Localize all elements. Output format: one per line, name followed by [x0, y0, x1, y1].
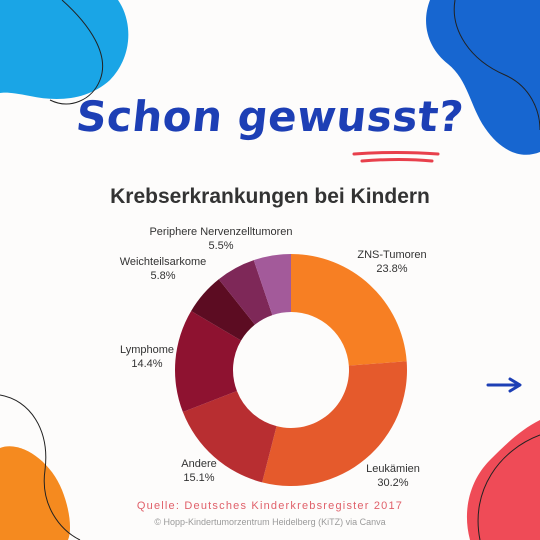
- slice-label: ZNS-Tumoren: [357, 249, 426, 261]
- donut-slice-zns-tumoren: [291, 254, 407, 366]
- slice-value-label: 15.1%: [183, 472, 214, 484]
- slice-value-label: 30.2%: [377, 477, 408, 489]
- slice-value-label: 23.8%: [376, 263, 407, 275]
- credit-text: © Hopp-Kindertumorzentrum Heidelberg (Ki…: [154, 517, 386, 527]
- slice-label: Lymphome: [120, 344, 174, 356]
- donut-slice-unlabeled: [253, 254, 291, 316]
- blob-top-left-line: [49, 0, 104, 105]
- donut-slice-lymphome: [175, 310, 242, 413]
- blob-bottom-left-line: [0, 394, 81, 540]
- donut-slice-andere: [182, 391, 277, 483]
- blob-bottom-left: [0, 446, 70, 540]
- source-text: Quelle: Deutsches Kinderkrebsregister 20…: [136, 500, 404, 512]
- blob-bottom-right-line: [477, 434, 540, 540]
- slice-value-label: 5.8%: [150, 270, 175, 282]
- slice-value-label: 14.4%: [131, 358, 162, 370]
- slice-label: Periphere Nervenzelltumoren: [149, 226, 292, 238]
- slice-label: Weichteilsarkome: [120, 256, 207, 268]
- arrow-right-icon: [486, 377, 522, 393]
- headline-underline: [352, 151, 440, 163]
- blob-top-left: [0, 0, 129, 99]
- blob-bottom-right: [466, 420, 540, 540]
- slice-value-label: 5.5%: [208, 240, 233, 252]
- donut-slice-weichteilsarkome: [191, 279, 255, 341]
- blob-top-right: [426, 0, 540, 155]
- slice-label: Leukämien: [366, 463, 420, 475]
- blob-top-right-line: [453, 0, 540, 131]
- donut-slice-leuk-mien: [262, 361, 407, 486]
- chart-title: Krebserkrankungen bei Kindern: [110, 185, 430, 208]
- donut-slice-periphere-nervenzelltumoren: [218, 260, 273, 325]
- slice-label: Andere: [181, 458, 216, 470]
